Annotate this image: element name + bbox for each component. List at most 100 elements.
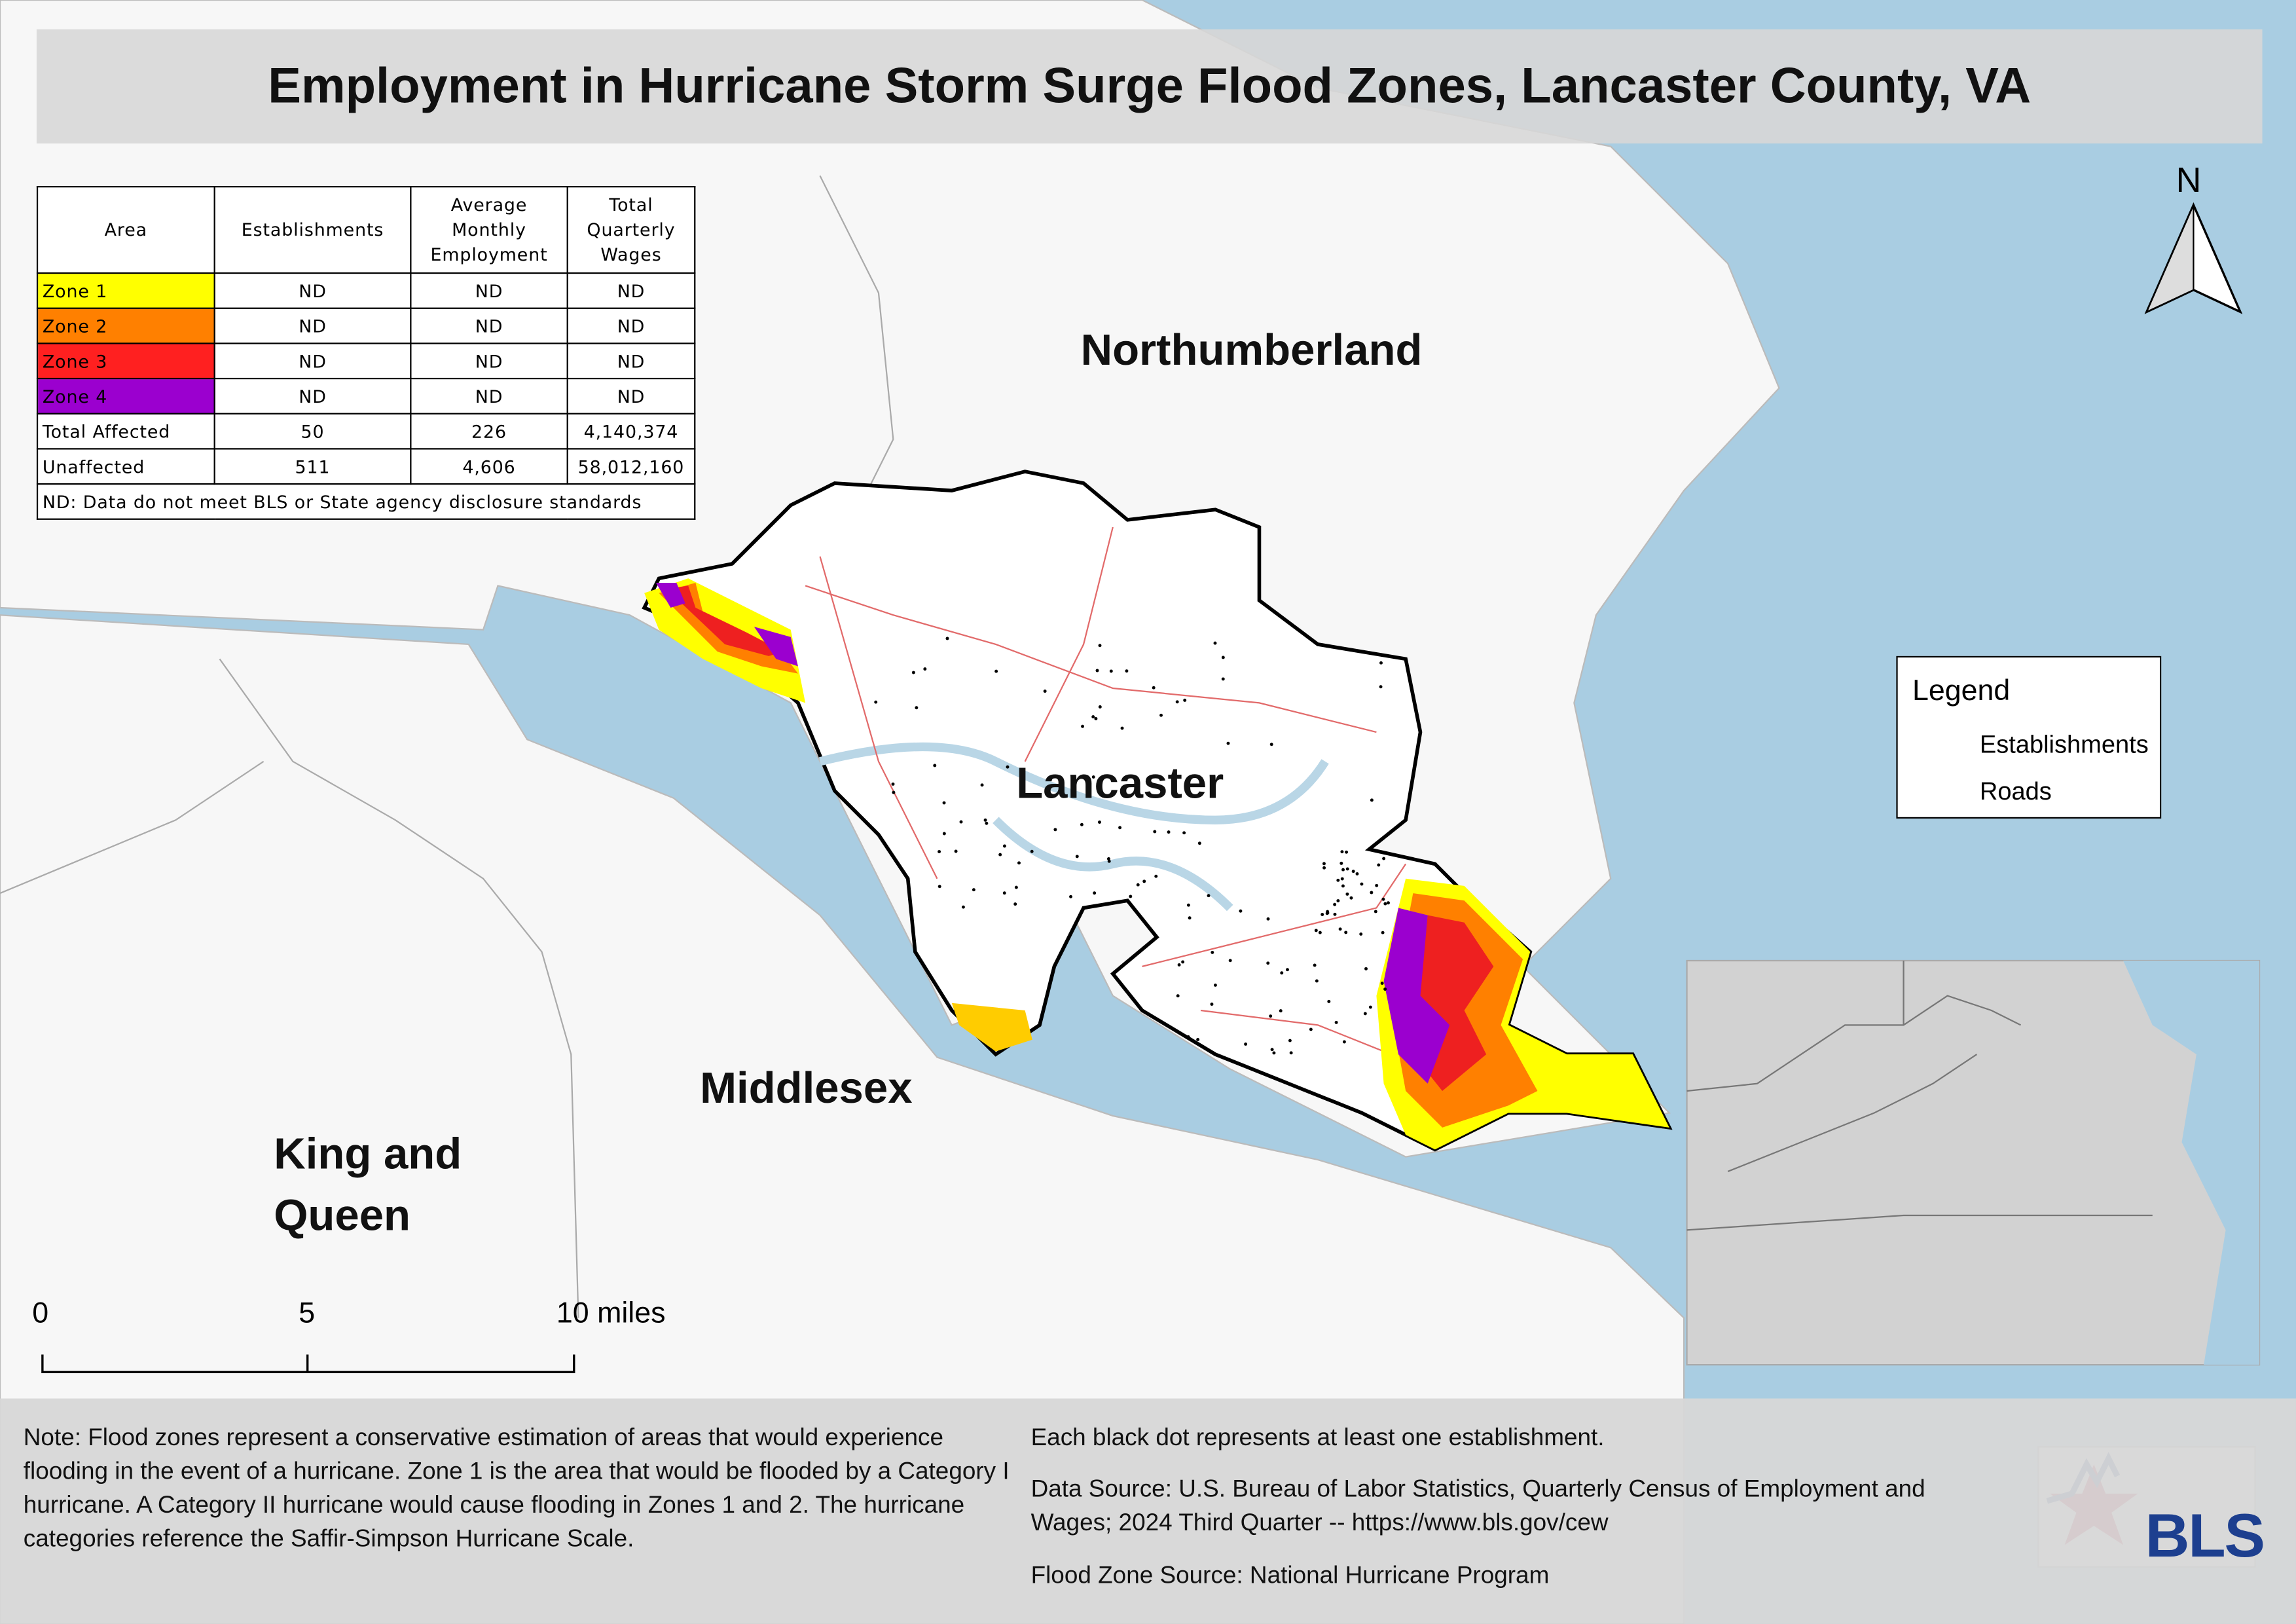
legend-item: Establishments <box>1979 730 2149 759</box>
table-cell: Total Affected <box>36 413 215 450</box>
establishment-dot <box>1043 690 1047 693</box>
table-cell: ND <box>566 272 696 309</box>
establishment-dot <box>954 849 958 853</box>
establishment-dot <box>1351 870 1355 874</box>
table-header-row: Area Establishments Average Monthly Employ… <box>36 185 696 274</box>
establishment-dot <box>1314 929 1318 932</box>
establishment-dot <box>1002 844 1006 848</box>
establishment-dot <box>1309 1027 1313 1031</box>
establishment-dot <box>959 820 963 824</box>
table-cell: ND <box>213 377 412 415</box>
establishment-dot <box>1272 1051 1276 1055</box>
table-cell: ND <box>410 342 568 380</box>
establishment-dot <box>1091 775 1095 779</box>
establishment-dot <box>1244 1043 1248 1046</box>
place-label: Middlesex <box>700 1064 913 1113</box>
creeks <box>818 742 1329 912</box>
establishment-dot <box>1344 931 1348 934</box>
table-row: Total Affected 50 226 4,140,374 <box>36 413 696 450</box>
establishment-dot <box>1182 831 1186 835</box>
establishment-dot <box>1333 902 1337 906</box>
scale-label: 10 miles <box>556 1297 666 1330</box>
establishment-dot <box>1381 931 1385 934</box>
establishment-dot <box>1107 859 1111 863</box>
establishment-dot <box>1013 902 1017 906</box>
establishment-dot <box>1345 867 1349 871</box>
establishment-dot <box>1221 655 1225 659</box>
establishment-dot <box>1053 828 1057 832</box>
establishment-dot <box>1014 885 1018 889</box>
establishment-dot <box>1341 868 1345 872</box>
establishment-dot <box>1152 686 1156 690</box>
establishment-dot <box>1336 899 1340 903</box>
table-cell: Zone 2 <box>36 307 215 344</box>
establishment-dot <box>1069 895 1072 898</box>
table-cell: 226 <box>410 413 568 450</box>
place-label: King and Queen <box>274 1130 462 1241</box>
establishment-dot <box>1370 798 1374 802</box>
establishment-dot <box>1364 967 1368 970</box>
establishment-dot <box>1093 891 1097 895</box>
table-header-cell: Area <box>36 185 215 274</box>
establishment-dot <box>874 700 878 704</box>
establishment-dot <box>1315 979 1319 983</box>
establishment-dot <box>1197 841 1201 845</box>
establishment-dot <box>1210 1003 1214 1006</box>
establishment-dot <box>1340 877 1344 881</box>
table-cell: ND <box>566 307 696 344</box>
establishment-dot <box>1213 983 1217 987</box>
establishment-dot <box>1176 994 1180 998</box>
table-cell: ND <box>213 272 412 309</box>
establishment-dot <box>923 667 927 671</box>
table-row: Zone 3 ND ND ND <box>36 342 696 380</box>
establishment-dot <box>1286 968 1289 972</box>
establishment-dot <box>1378 850 1382 854</box>
establishment-dot <box>1288 1039 1292 1043</box>
zone-4-area <box>1383 908 1450 1084</box>
roads <box>805 526 1407 1056</box>
scale-label: 0 <box>32 1297 49 1330</box>
table-cell: ND <box>410 307 568 344</box>
place-label: Northumberland <box>1080 326 1423 375</box>
establishment-dot <box>1098 705 1102 709</box>
title: Employment in Hurricane Storm Surge Floo… <box>36 29 2263 144</box>
scale-label: 5 <box>299 1297 316 1330</box>
establishment-dot <box>1091 715 1095 719</box>
table-header-cell: Average Monthly Employment <box>410 185 568 274</box>
establishment-dot <box>1081 724 1085 728</box>
establishment-dot <box>1289 1051 1293 1055</box>
establishment-dot <box>1109 669 1113 673</box>
inset-water <box>2123 960 2260 1365</box>
note: Each black dot represents at least one e… <box>1030 1424 1605 1452</box>
establishment-dot <box>983 818 987 822</box>
table-cell: Unaffected <box>36 448 215 485</box>
establishment-dot <box>938 850 941 854</box>
establishment-dot <box>980 783 984 787</box>
establishment-dot <box>1338 927 1342 931</box>
table-cell: ND <box>410 377 568 415</box>
establishment-dot <box>1181 960 1185 964</box>
establishment-dot <box>915 706 919 710</box>
place-label: Lancaster <box>1016 760 1224 809</box>
establishment-dot <box>942 832 946 836</box>
establishment-dot <box>1359 932 1363 936</box>
establishment-dot <box>1075 855 1079 858</box>
note: Note: Flood zones represent a conservati… <box>23 1424 1010 1553</box>
establishment-dot <box>1167 830 1171 834</box>
establishment-dot <box>1345 892 1349 896</box>
establishment-dot <box>1383 987 1387 991</box>
establishment-dot <box>1341 884 1345 888</box>
establishment-dot <box>1269 1014 1273 1018</box>
table-cell: ND <box>213 342 412 380</box>
establishment-dot <box>1239 909 1243 913</box>
establishment-dot <box>1334 1020 1338 1024</box>
establishment-dots <box>874 637 1390 1055</box>
legend: Legend Establishments Roads <box>1896 655 2162 819</box>
establishment-dot <box>1345 850 1349 854</box>
establishment-dot <box>1375 883 1379 887</box>
establishment-dot <box>1379 661 1383 665</box>
establishment-dot <box>1098 821 1101 824</box>
establishment-dot <box>1326 910 1330 913</box>
establishment-dot <box>1129 895 1133 898</box>
